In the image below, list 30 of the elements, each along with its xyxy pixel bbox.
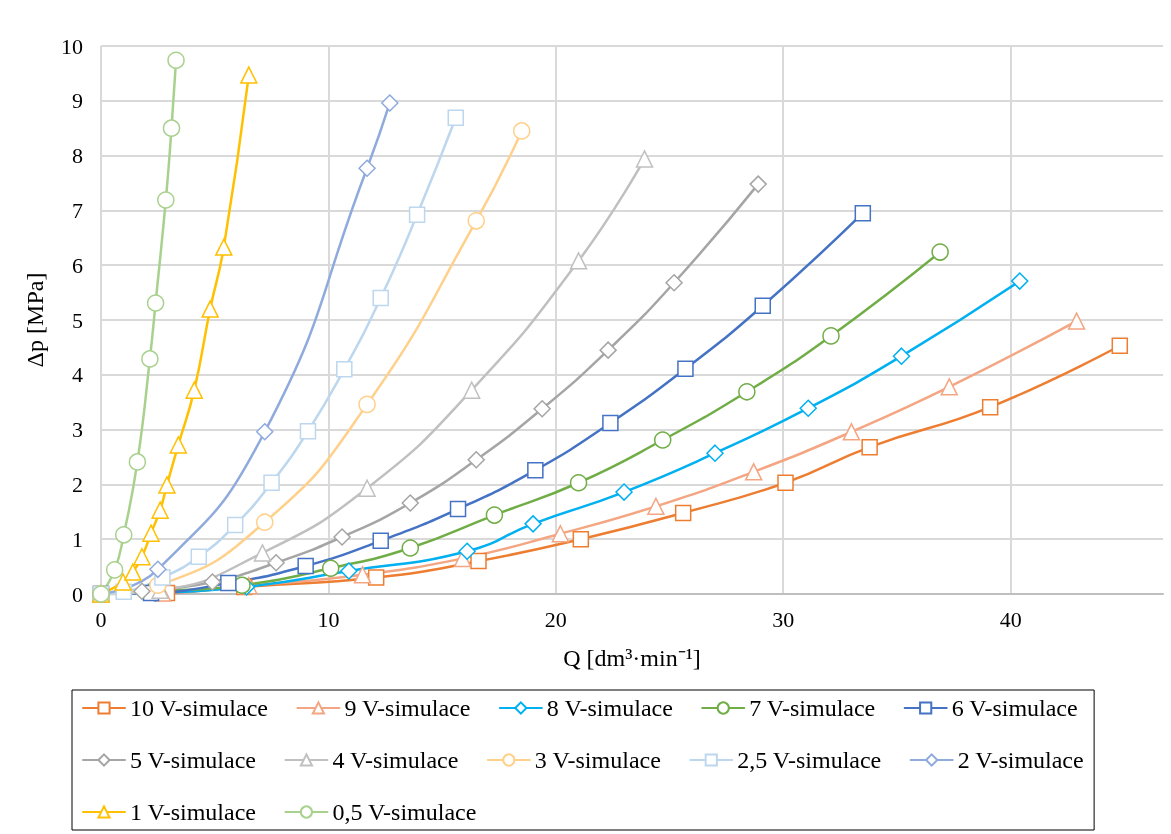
legend-label: 1 V-simulace: [130, 799, 256, 825]
y-axis-title: Δp [MPa]: [22, 272, 48, 368]
y-tick-label: 4: [72, 362, 83, 388]
legend-label: 0,5 V-simulace: [332, 799, 477, 825]
x-tick-label: 0: [95, 606, 107, 632]
legend-label: 4 V-simulace: [332, 747, 459, 773]
legend-label: 9 V-simulace: [344, 695, 471, 721]
legend-label: 6 V-simulace: [951, 695, 1078, 721]
y-tick-label: 1: [72, 526, 83, 552]
legend-label: 5 V-simulace: [130, 747, 256, 773]
y-tick-label: 0: [72, 581, 83, 607]
legend-label: 2,5 V-simulace: [737, 747, 882, 773]
y-tick-label: 5: [72, 307, 83, 333]
y-tick-label: 3: [72, 417, 83, 443]
legend-label: 8 V-simulace: [546, 695, 673, 721]
y-tick-label: 10: [61, 33, 83, 59]
legend-label: 7 V-simulace: [749, 695, 876, 721]
y-tick-label: 8: [72, 143, 83, 169]
y-tick-label: 7: [72, 197, 83, 223]
y-tick-label: 9: [72, 88, 83, 114]
x-axis-title: Q [dm³·min⁻¹]: [563, 645, 701, 671]
x-tick-label: 10: [317, 606, 340, 632]
legend-label: 2 V-simulace: [957, 747, 1084, 773]
x-tick-label: 40: [999, 606, 1022, 632]
x-tick-label: 20: [544, 606, 567, 632]
legend-label: 10 V-simulace: [130, 695, 268, 721]
x-tick-label: 30: [772, 606, 795, 632]
legend-label: 3 V-simulace: [534, 747, 661, 773]
y-tick-label: 2: [72, 471, 83, 497]
y-tick-label: 6: [72, 252, 83, 278]
